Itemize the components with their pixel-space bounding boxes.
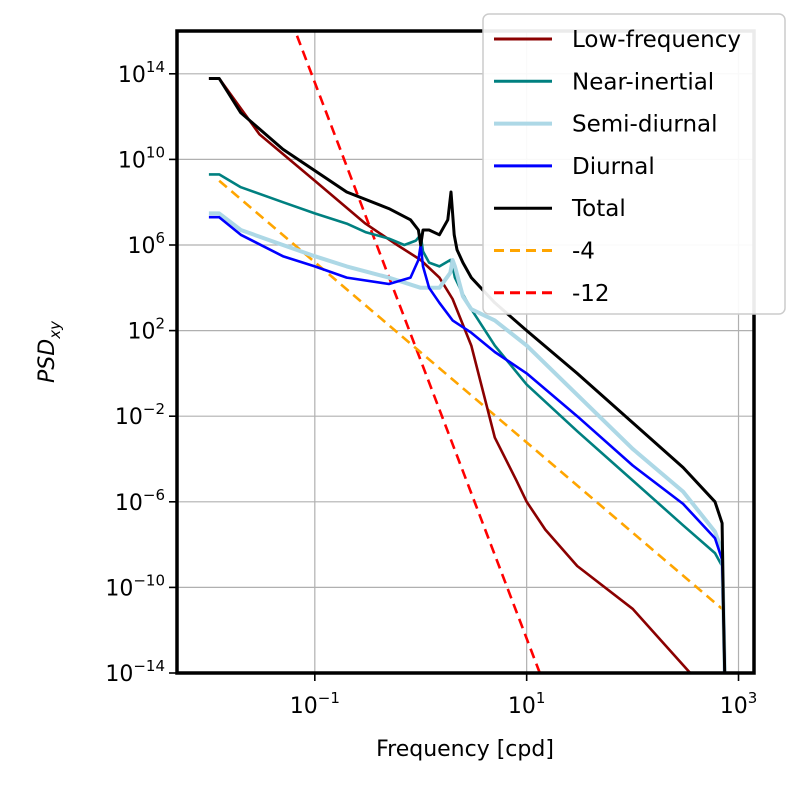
y-tick-base-3: 10 <box>127 320 155 345</box>
legend: Low-frequency Near-inertial Semi-diurnal Di… <box>482 13 786 315</box>
y-axis-title-subscript: xy <box>46 320 64 340</box>
x-tick-base-2: 10 <box>720 694 748 719</box>
y-tick-base-1: 10 <box>118 148 146 173</box>
y-tick-label-5: 10−6 <box>115 486 165 516</box>
y-axis-title: PSDxy <box>35 320 64 383</box>
y-tick-exp-5: −6 <box>143 486 165 504</box>
legend-label-semidiurnal: Semi-diurnal <box>572 112 718 138</box>
x-tick-base-0: 10 <box>290 694 318 719</box>
series-line-lowfrequency <box>208 77 692 673</box>
x-tick-exp-1: 1 <box>536 689 546 707</box>
y-tick-exp-1: 10 <box>146 143 165 161</box>
y-tick-exp-6: −10 <box>133 571 165 589</box>
series-line-nearinertial <box>208 173 726 673</box>
y-tick-label-6: 10−10 <box>105 571 165 601</box>
legend-label-diurnal: Diurnal <box>572 154 655 180</box>
series-line-total <box>208 77 727 673</box>
legend-label-nearinertial: Near-inertial <box>572 69 714 95</box>
y-tick-exp-0: 14 <box>146 58 165 76</box>
legend-label-12: -12 <box>572 281 610 307</box>
y-tick-exp-4: −2 <box>143 400 165 418</box>
y-tick-label-3: 102 <box>127 315 165 345</box>
y-tick-base-6: 10 <box>105 576 133 601</box>
legend-box <box>482 13 786 315</box>
y-tick-base-0: 10 <box>118 63 146 88</box>
y-tick-label-2: 106 <box>127 229 165 259</box>
y-tick-label-1: 1010 <box>118 143 165 173</box>
series-line-4 <box>218 179 723 610</box>
y-tick-base-4: 10 <box>115 405 143 430</box>
y-tick-label-4: 10−2 <box>115 400 165 430</box>
y-tick-exp-7: −14 <box>133 657 165 675</box>
y-axis-title-base: PSD <box>35 339 60 383</box>
legend-label-4: -4 <box>572 239 595 265</box>
x-tick-label-0: 10−1 <box>290 689 340 719</box>
axis-ticks: 10−1 101 1031014101010610210−210−610−1010−… <box>105 58 757 719</box>
plot-frame <box>175 29 756 675</box>
series-line-diurnal <box>208 215 726 673</box>
series-lines <box>208 31 727 673</box>
x-tick-exp-0: −1 <box>318 689 340 707</box>
legend-label-lowfrequency: Low-frequency <box>572 27 741 53</box>
series-line-12 <box>293 31 542 673</box>
x-axis-title: Frequency [cpd] <box>376 737 554 762</box>
y-tick-label-7: 10−14 <box>105 657 165 687</box>
y-tick-base-7: 10 <box>105 662 133 687</box>
x-tick-label-2: 103 <box>720 689 758 719</box>
x-tick-base-1: 10 <box>508 694 536 719</box>
y-tick-label-0: 1014 <box>118 58 165 88</box>
x-tick-label-1: 101 <box>508 689 546 719</box>
y-tick-base-5: 10 <box>115 491 143 516</box>
x-tick-exp-2: 3 <box>748 689 758 707</box>
series-line-semidiurnal <box>208 211 727 673</box>
y-tick-base-2: 10 <box>127 234 155 259</box>
y-tick-exp-2: 6 <box>155 229 165 247</box>
legend-label-total: Total <box>571 196 626 222</box>
y-tick-exp-3: 2 <box>155 315 165 333</box>
